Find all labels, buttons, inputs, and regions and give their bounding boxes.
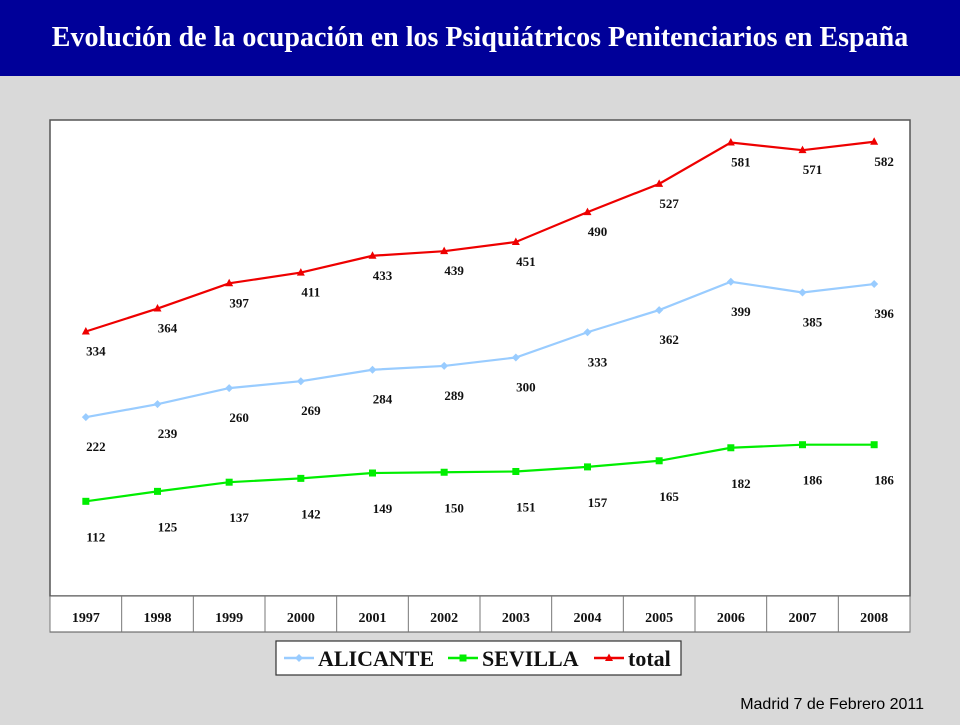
data-label-sevilla: 125 — [158, 519, 178, 534]
data-label-sevilla: 186 — [874, 473, 894, 488]
data-point-total — [583, 207, 592, 216]
data-label-sevilla: 150 — [444, 500, 464, 515]
data-label-sevilla: 137 — [229, 510, 249, 525]
series-line-sevilla — [85, 443, 875, 503]
series-line-alicante — [85, 280, 875, 419]
data-point-total — [296, 268, 305, 276]
legend-marker-alicante — [295, 654, 303, 662]
data-label-total: 397 — [229, 295, 249, 310]
data-label-total: 439 — [444, 263, 464, 278]
data-label-total: 581 — [731, 155, 751, 170]
data-label-alicante: 289 — [444, 388, 464, 403]
data-point-sevilla — [369, 469, 376, 477]
data-point-alicante — [81, 413, 90, 422]
title-bar: Evolución de la ocupación en los Psiquiá… — [0, 0, 960, 76]
data-point-total — [368, 251, 377, 259]
data-label-alicante: 269 — [301, 403, 321, 418]
data-point-alicante — [440, 361, 449, 370]
data-label-sevilla: 186 — [803, 473, 823, 488]
data-label-alicante: 362 — [659, 332, 679, 347]
data-point-total — [798, 145, 807, 154]
data-label-alicante: 284 — [373, 392, 393, 407]
x-tick-label: 2001 — [359, 611, 387, 626]
data-point-sevilla — [870, 441, 878, 449]
data-label-total: 571 — [803, 162, 823, 177]
legend-marker-sevilla — [459, 654, 467, 662]
series-line-total — [85, 140, 875, 333]
data-label-total: 527 — [659, 196, 679, 211]
data-point-alicante — [655, 306, 664, 315]
legend-label-alicante: ALICANTE — [318, 646, 434, 671]
data-point-total — [870, 137, 879, 145]
data-label-total: 490 — [588, 224, 608, 239]
data-label-total: 334 — [86, 343, 106, 358]
x-tick-label: 2000 — [287, 611, 315, 626]
data-point-sevilla — [655, 457, 663, 465]
x-tick-label: 2008 — [860, 611, 888, 626]
data-label-sevilla: 151 — [516, 499, 536, 514]
data-point-alicante — [583, 328, 592, 337]
data-point-total — [153, 304, 162, 312]
x-tick-label: 2004 — [574, 611, 602, 626]
data-label-alicante: 222 — [86, 439, 106, 454]
data-point-alicante — [296, 377, 305, 386]
data-point-alicante — [726, 277, 735, 286]
x-tick-label: 2005 — [645, 611, 673, 626]
x-tick-label: 2007 — [789, 611, 817, 626]
x-tick-label: 1999 — [215, 611, 243, 626]
data-label-total: 433 — [373, 268, 393, 283]
data-point-total — [511, 237, 520, 245]
data-label-alicante: 260 — [229, 410, 249, 425]
data-label-sevilla: 165 — [659, 489, 679, 504]
data-label-alicante: 300 — [516, 380, 536, 395]
legend-label-total: total — [628, 646, 671, 671]
x-tick-label: 2003 — [502, 611, 530, 626]
data-point-alicante — [225, 384, 234, 393]
data-label-alicante: 239 — [158, 426, 178, 441]
data-point-sevilla — [799, 441, 806, 449]
data-label-total: 411 — [301, 285, 320, 300]
data-point-alicante — [368, 365, 377, 374]
data-point-total — [655, 179, 664, 187]
x-tick-label: 2006 — [717, 611, 745, 626]
slide-title: Evolución de la ocupación en los Psiquiá… — [51, 22, 909, 53]
data-point-alicante — [511, 353, 520, 362]
data-label-sevilla: 112 — [86, 529, 105, 544]
data-point-total — [726, 138, 735, 146]
data-point-alicante — [870, 280, 879, 289]
data-label-sevilla: 149 — [373, 501, 393, 516]
data-label-sevilla: 182 — [731, 476, 751, 491]
data-label-sevilla: 142 — [301, 506, 321, 521]
data-point-total — [81, 326, 90, 335]
legend-marker-total — [605, 653, 613, 661]
data-label-total: 451 — [516, 254, 536, 269]
x-tick-label: 1997 — [72, 611, 100, 626]
footer-date: Madrid 7 de Febrero 2011 — [740, 696, 924, 713]
data-point-alicante — [153, 400, 162, 409]
data-point-sevilla — [297, 474, 305, 482]
data-point-sevilla — [225, 478, 233, 486]
data-point-sevilla — [584, 463, 591, 471]
data-point-sevilla — [512, 467, 520, 475]
legend-label-sevilla: SEVILLA — [482, 646, 579, 671]
x-tick-label: 2002 — [430, 611, 458, 626]
data-point-total — [440, 246, 449, 255]
plot-area — [49, 119, 911, 597]
data-point-alicante — [798, 288, 807, 297]
data-label-alicante: 333 — [588, 354, 608, 369]
data-label-total: 364 — [158, 321, 178, 336]
data-point-total — [225, 278, 234, 287]
data-point-sevilla — [82, 497, 90, 505]
data-label-sevilla: 157 — [588, 495, 608, 510]
data-point-sevilla — [154, 487, 161, 495]
data-point-sevilla — [440, 468, 448, 476]
data-point-sevilla — [727, 444, 735, 452]
data-label-total: 582 — [874, 154, 894, 169]
data-label-alicante: 399 — [731, 304, 751, 319]
x-tick-label: 1998 — [144, 611, 172, 626]
data-label-alicante: 385 — [803, 314, 823, 329]
data-label-alicante: 396 — [874, 306, 894, 321]
